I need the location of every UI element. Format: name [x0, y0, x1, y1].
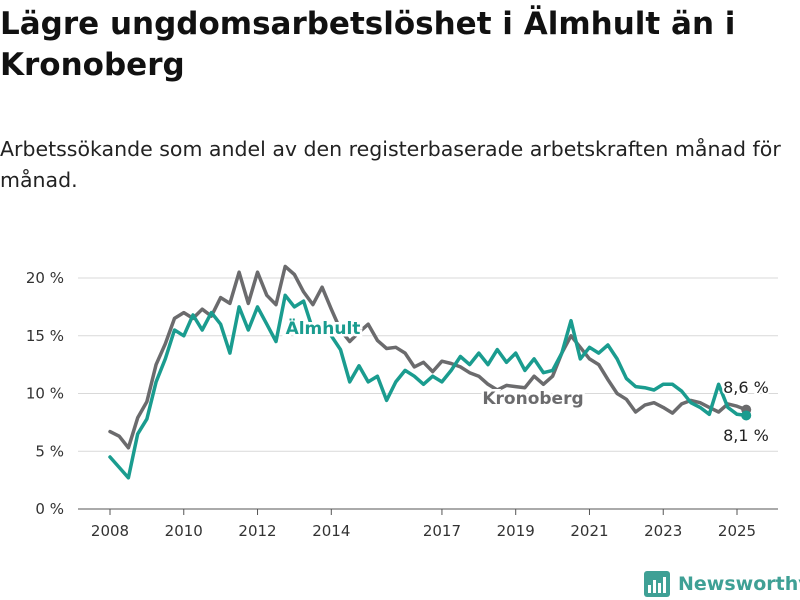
- series-line-kronoberg: [108, 264, 748, 450]
- series-end-point-almhult: [741, 410, 752, 421]
- x-tick-label: 2019: [497, 522, 535, 540]
- series-labels: Kronoberg Älmhult 8,6 % 8,1 %: [283, 315, 771, 448]
- end-value-label: 8,1 %: [723, 426, 769, 445]
- x-tick-label: 2010: [165, 522, 203, 540]
- chart-title: Lägre ungdomsarbetslöshet i Älmhult än i…: [0, 6, 736, 83]
- y-axis-ticks: 0 % 5 % 10 % 15 % 20 %: [26, 269, 64, 518]
- series-line-almhult: [108, 293, 748, 480]
- series-name-label: Älmhult: [286, 317, 361, 339]
- y-tick-label: 15 %: [26, 327, 64, 345]
- end-value-label: 8,6 %: [723, 378, 769, 397]
- x-axis-ticks: 2008 2010 2012 2014 2017 2019 2021 2023 2025: [91, 509, 756, 540]
- chart-subtitle: Arbetssökande som andel av den registerb…: [0, 137, 781, 192]
- newsworthy-logo-icon: [644, 571, 670, 597]
- grid-lines: [78, 277, 778, 510]
- brand-logo: Newsworthy: [644, 569, 800, 599]
- x-tick-label: 2017: [423, 522, 461, 540]
- y-tick-label: 0 %: [35, 500, 64, 518]
- x-tick-label: 2014: [312, 522, 350, 540]
- series-name-label: Kronoberg: [482, 389, 583, 409]
- x-tick-label: 2021: [570, 522, 608, 540]
- x-tick-label: 2012: [238, 522, 276, 540]
- y-tick-label: 10 %: [26, 385, 64, 403]
- x-tick-label: 2025: [718, 522, 756, 540]
- x-tick-label: 2008: [91, 522, 129, 540]
- series-lines: [108, 264, 752, 480]
- y-tick-label: 5 %: [35, 442, 64, 460]
- brand-name: Newsworthy: [678, 573, 800, 595]
- y-tick-label: 20 %: [26, 269, 64, 287]
- x-tick-label: 2023: [644, 522, 682, 540]
